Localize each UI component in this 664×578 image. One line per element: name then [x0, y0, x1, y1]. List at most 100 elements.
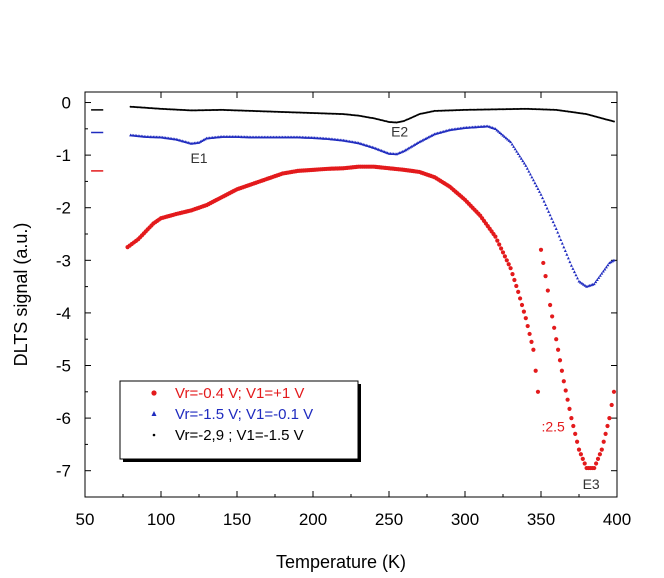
- data-point: [209, 109, 212, 112]
- legend-label: Vr=-0.4 V; V1=+1 V: [175, 385, 304, 402]
- data-point: [508, 266, 513, 271]
- annotation-label: :2.5: [541, 418, 565, 434]
- data-point: [190, 109, 193, 112]
- series-2: [129, 105, 615, 124]
- data-point: [191, 109, 194, 112]
- data-point: [559, 368, 565, 373]
- data-point: [551, 220, 555, 224]
- data-point: [569, 416, 574, 421]
- data-point: [572, 270, 576, 274]
- data-point: [519, 156, 523, 160]
- data-point: [597, 452, 603, 457]
- data-point: [592, 282, 596, 286]
- data-point: [536, 187, 540, 190]
- data-point: [545, 288, 550, 293]
- data-point: [578, 452, 584, 457]
- data-point: [411, 143, 415, 147]
- data-point: [534, 184, 538, 188]
- data-point: [499, 132, 503, 136]
- data-point: [502, 108, 505, 111]
- data-point: [495, 238, 500, 243]
- x-axis-label: Temperature (K): [276, 552, 406, 572]
- data-point: [539, 192, 543, 196]
- data-point: [583, 283, 587, 287]
- data-point: [604, 265, 608, 269]
- data-point: [464, 108, 466, 111]
- data-point: [503, 135, 507, 138]
- data-point: [545, 206, 549, 210]
- data-point: [576, 447, 582, 452]
- data-point: [556, 347, 561, 352]
- data-point: [517, 107, 520, 110]
- data-point: [606, 263, 610, 267]
- data-point: [431, 133, 435, 137]
- data-point: [473, 108, 476, 111]
- data-point: [523, 316, 528, 321]
- data-point: [603, 431, 608, 436]
- data-point: [541, 260, 546, 266]
- legend-marker: [151, 390, 157, 396]
- data-point: [509, 140, 513, 144]
- data-point: [216, 108, 219, 111]
- data-point: [514, 283, 519, 289]
- data-point: [423, 137, 427, 141]
- data-point: [575, 439, 580, 444]
- data-point: [501, 133, 505, 137]
- data-point: [521, 159, 525, 163]
- data-point: [557, 234, 561, 238]
- data-point: [200, 139, 204, 143]
- data-point: [556, 230, 560, 234]
- data-point: [527, 331, 532, 337]
- data-point: [504, 136, 508, 140]
- data-point: [565, 397, 570, 402]
- data-point: [510, 142, 514, 146]
- data-point: [497, 242, 502, 247]
- data-point: [521, 309, 527, 314]
- data-point: [425, 136, 429, 140]
- data-point: [211, 109, 214, 112]
- data-point: [498, 131, 502, 134]
- y-tick-label: -2: [56, 199, 71, 218]
- data-point: [594, 461, 599, 466]
- data-point: [595, 278, 599, 281]
- data-point: [469, 108, 472, 111]
- data-point: [605, 423, 610, 429]
- data-point: [533, 181, 537, 185]
- data-point: [519, 302, 525, 308]
- data-point: [493, 108, 496, 111]
- data-point: [525, 166, 529, 170]
- data-point: [195, 109, 198, 112]
- data-point: [610, 259, 614, 263]
- annotation-label: E1: [190, 150, 207, 166]
- data-point: [537, 190, 541, 193]
- data-point: [408, 145, 412, 149]
- data-point: [199, 140, 203, 143]
- data-point: [548, 213, 552, 217]
- data-point: [571, 267, 575, 270]
- data-point: [500, 250, 506, 255]
- data-point: [475, 108, 478, 111]
- data-point: [531, 178, 535, 182]
- data-point: [219, 108, 222, 111]
- data-point: [470, 108, 473, 111]
- data-point: [468, 108, 471, 111]
- data-point: [502, 254, 507, 259]
- data-point: [504, 108, 507, 111]
- data-point: [201, 109, 204, 112]
- data-point: [491, 108, 494, 111]
- data-point: [194, 109, 197, 112]
- data-point: [518, 154, 522, 158]
- data-point: [557, 358, 563, 363]
- data-point: [495, 128, 499, 132]
- data-point: [601, 269, 605, 273]
- data-point: [493, 234, 498, 239]
- data-point: [577, 279, 581, 283]
- data-point: [592, 465, 597, 471]
- data-point: [428, 134, 432, 138]
- data-point: [203, 137, 207, 141]
- data-point: [481, 108, 484, 111]
- series-1: [129, 124, 616, 288]
- data-point: [568, 260, 572, 264]
- data-point: [499, 108, 502, 111]
